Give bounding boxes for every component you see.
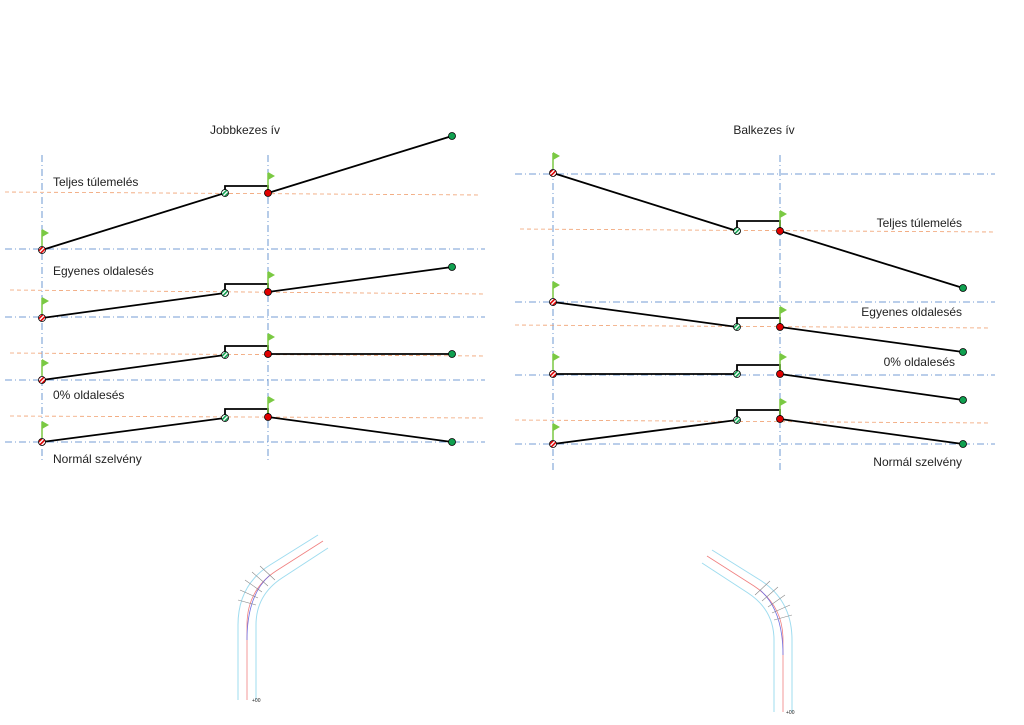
right-label-3: Normál szelvény bbox=[873, 455, 962, 469]
profile-line bbox=[41, 345, 452, 381]
transition-point bbox=[221, 351, 229, 359]
reference-line bbox=[9, 289, 486, 295]
right-title: Balkezes ív bbox=[733, 123, 794, 137]
flag-icon bbox=[42, 421, 49, 429]
curve-point bbox=[776, 370, 784, 378]
flag-icon bbox=[268, 333, 275, 341]
transition-point bbox=[221, 189, 229, 197]
flag-icon bbox=[553, 281, 560, 289]
start-point bbox=[549, 298, 557, 306]
profile-line bbox=[41, 266, 453, 319]
left-hand-road-plan: +00 bbox=[701, 549, 795, 716]
reference-line bbox=[9, 352, 486, 357]
left-label-1: Egyenes oldalesés bbox=[53, 264, 154, 278]
flag-icon bbox=[42, 359, 49, 367]
left-label-2: 0% oldalesés bbox=[53, 388, 124, 402]
profile-line bbox=[552, 409, 964, 445]
end-point bbox=[448, 350, 456, 358]
transition-point bbox=[733, 323, 741, 331]
curve-point bbox=[264, 288, 272, 296]
end-point bbox=[448, 132, 456, 140]
right-label-2: 0% oldalesés bbox=[884, 355, 955, 369]
flag-icon bbox=[780, 210, 787, 218]
flag-icon bbox=[42, 297, 49, 305]
flag-icon bbox=[268, 172, 275, 180]
flag-icon bbox=[780, 306, 787, 314]
curve-point bbox=[264, 189, 272, 197]
reference-line bbox=[514, 324, 991, 329]
start-point bbox=[549, 370, 557, 378]
left-label-0: Teljes túlemelés bbox=[53, 175, 138, 189]
right-label-1: Egyenes oldalesés bbox=[861, 305, 962, 319]
right-hand-road-plan: +00 bbox=[237, 534, 329, 704]
curve-point bbox=[776, 227, 784, 235]
flag-icon bbox=[42, 229, 49, 237]
flag-icon bbox=[780, 353, 787, 361]
left-label-3: Normál szelvény bbox=[53, 452, 142, 466]
flag-icon bbox=[268, 271, 275, 279]
start-point bbox=[38, 314, 46, 322]
start-point bbox=[549, 440, 557, 448]
end-point bbox=[959, 396, 967, 404]
start-point bbox=[38, 246, 46, 254]
transition-point bbox=[733, 370, 741, 378]
flag-icon bbox=[553, 152, 560, 160]
start-point bbox=[38, 376, 46, 384]
flag-icon bbox=[553, 353, 560, 361]
profile-line bbox=[552, 301, 964, 353]
flag-icon bbox=[553, 423, 560, 431]
curve-point bbox=[776, 323, 784, 331]
flag-icon bbox=[780, 398, 787, 406]
profile-line bbox=[552, 172, 964, 289]
start-point bbox=[38, 438, 46, 446]
profile-line bbox=[41, 408, 453, 443]
curve-point bbox=[264, 413, 272, 421]
end-point bbox=[448, 438, 456, 446]
left-title: Jobbkezes ív bbox=[210, 123, 280, 137]
profile-line bbox=[41, 135, 453, 251]
transition-point bbox=[733, 227, 741, 235]
transition-point bbox=[733, 416, 741, 424]
right-label-0: Teljes túlemelés bbox=[877, 216, 962, 230]
svg-text:+00: +00 bbox=[786, 710, 795, 716]
reference-line bbox=[514, 419, 991, 424]
reference-line bbox=[4, 191, 481, 196]
left-hand-curve-profiles bbox=[514, 152, 996, 472]
transition-point bbox=[221, 414, 229, 422]
start-point bbox=[549, 169, 557, 177]
reference-line bbox=[9, 415, 486, 419]
svg-text:+00: +00 bbox=[252, 698, 261, 704]
curve-point bbox=[776, 415, 784, 423]
end-point bbox=[959, 348, 967, 356]
profile-line bbox=[553, 364, 964, 401]
end-point bbox=[959, 284, 967, 292]
flag-icon bbox=[268, 396, 275, 404]
reference-line bbox=[519, 228, 996, 233]
end-point bbox=[448, 263, 456, 271]
curve-point bbox=[264, 350, 272, 358]
end-point bbox=[959, 440, 967, 448]
transition-point bbox=[221, 289, 229, 297]
right-hand-curve-profiles bbox=[4, 132, 486, 460]
